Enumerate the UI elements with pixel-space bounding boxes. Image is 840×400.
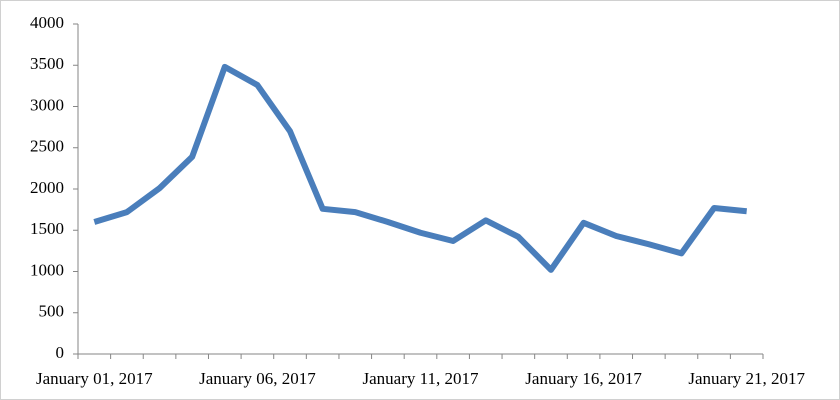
- x-tick-label: January 11, 2017: [363, 369, 479, 388]
- line: [93, 63, 747, 273]
- y-tick-label: 1000: [30, 260, 64, 279]
- x-tick-label: January 16, 2017: [525, 369, 642, 388]
- y-tick-label: 500: [39, 302, 65, 321]
- y-tick-label: 2000: [30, 178, 64, 197]
- x-tick-label: January 21, 2017: [688, 369, 805, 388]
- x-tick-label: January 06, 2017: [199, 369, 316, 388]
- x-tick-label: January 01, 2017: [36, 369, 153, 388]
- y-tick-label: 2500: [30, 137, 64, 156]
- y-tick-label: 0: [56, 343, 65, 362]
- y-tick-label: 3000: [30, 95, 64, 114]
- y-tick-label: 1500: [30, 219, 64, 238]
- y-tick-label: 3500: [30, 54, 64, 73]
- y-tick-label: 4000: [30, 13, 64, 32]
